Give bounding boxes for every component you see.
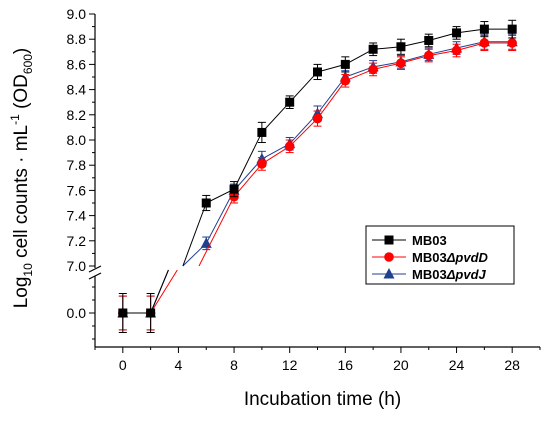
series-line-segment bbox=[345, 48, 374, 65]
y-axis-title: Log10 cell counts · mL-1 (OD600) bbox=[8, 48, 35, 309]
y-tick-label: 7.8 bbox=[67, 157, 87, 173]
legend-label: MB03ΔpvdJ bbox=[412, 267, 487, 282]
series-line-segment bbox=[233, 163, 263, 198]
y-tick-label: 8.8 bbox=[67, 31, 87, 47]
y-title-od-subscript: 600 bbox=[21, 54, 35, 74]
x-tick-label: 20 bbox=[393, 357, 409, 373]
x-tick-label: 0 bbox=[119, 357, 127, 373]
series-line-segment bbox=[289, 71, 318, 103]
data-point bbox=[146, 308, 156, 318]
series-mb03 bbox=[118, 19, 517, 333]
y-tick-label: 0.0 bbox=[67, 305, 87, 321]
x-tick-label: 24 bbox=[449, 357, 465, 373]
x-ticks: 0 4 8 12 16 20 24 28 bbox=[94, 347, 541, 373]
y-title-suffix-open: (OD bbox=[11, 74, 32, 114]
data-point bbox=[340, 75, 351, 86]
series-line-segment bbox=[317, 80, 346, 119]
series-line-segment bbox=[400, 55, 429, 64]
data-point bbox=[479, 38, 490, 48]
series-line-segment bbox=[456, 28, 485, 34]
y-tick-label: 8.4 bbox=[67, 82, 87, 98]
y-title-suffix-close: ) bbox=[11, 48, 32, 54]
series-line-segment bbox=[428, 32, 457, 41]
y-ticks: 7.0 7.2 7.4 7.6 7.8 8.0 8.2 8.4 8.6 8.8 9.0 0.0 bbox=[67, 6, 95, 340]
data-point bbox=[313, 67, 322, 77]
y-tick-label: 7.0 bbox=[67, 258, 87, 274]
series-line-segment bbox=[317, 76, 346, 114]
data-point bbox=[285, 97, 295, 107]
data-point bbox=[368, 44, 378, 54]
series-line-segment bbox=[373, 46, 401, 50]
data-point bbox=[368, 64, 378, 75]
data-point bbox=[284, 141, 295, 152]
x-tick-label: 12 bbox=[282, 357, 298, 373]
legend-marker bbox=[383, 268, 395, 279]
y-title-log-base: 10 bbox=[21, 263, 35, 277]
series-line-segment bbox=[261, 145, 290, 165]
y-tick-label: 7.6 bbox=[67, 182, 87, 198]
x-axis-title: Incubation time (h) bbox=[244, 389, 401, 410]
data-point bbox=[424, 35, 434, 45]
y-tick-label: 8.6 bbox=[67, 56, 87, 72]
series-line-segment bbox=[182, 202, 207, 267]
series-line-segment bbox=[428, 47, 457, 55]
legend-label: MB03ΔpvdD bbox=[412, 250, 489, 265]
y-title-exponent: -1 bbox=[8, 114, 22, 125]
y-title-prefix: Log bbox=[11, 277, 32, 309]
data-point bbox=[257, 159, 267, 169]
x-tick-label: 28 bbox=[504, 357, 520, 373]
series-line-segment bbox=[400, 39, 429, 48]
y-tick-label: 9.0 bbox=[67, 6, 87, 22]
svg-text:Log10 cell counts · mL-1 (OD60: Log10 cell counts · mL-1 (OD600) bbox=[8, 48, 35, 309]
break-slash-lower bbox=[88, 272, 102, 280]
series-line-segment bbox=[317, 63, 346, 73]
x-tick-label: 8 bbox=[230, 357, 238, 373]
data-point bbox=[340, 59, 350, 69]
data-point bbox=[229, 184, 239, 194]
y-tick-label: 8.2 bbox=[67, 107, 87, 123]
y-tick-label: 7.4 bbox=[67, 208, 87, 224]
data-point bbox=[200, 237, 212, 248]
data-point bbox=[257, 127, 267, 137]
legend-marker bbox=[384, 235, 394, 245]
series-line-segment bbox=[150, 269, 178, 314]
series-line-segment bbox=[233, 132, 263, 190]
data-point bbox=[396, 58, 406, 68]
y-tick-label: 8.0 bbox=[67, 132, 87, 148]
data-point bbox=[452, 28, 462, 38]
series-line-segment bbox=[345, 68, 374, 82]
x-tick-label: 4 bbox=[175, 357, 183, 373]
series-line-segment bbox=[198, 196, 235, 267]
data-point bbox=[396, 42, 406, 52]
series-line-segment bbox=[456, 42, 485, 52]
data-point bbox=[118, 308, 128, 318]
y-tick-label: 7.2 bbox=[67, 233, 87, 249]
data-point bbox=[201, 198, 211, 208]
data-point bbox=[479, 24, 489, 34]
series-line-segment bbox=[150, 269, 169, 314]
data-point bbox=[423, 50, 434, 61]
data-point bbox=[507, 38, 517, 48]
break-gap bbox=[89, 268, 101, 276]
x-tick-label: 16 bbox=[338, 357, 354, 373]
data-point bbox=[312, 113, 323, 124]
data-point bbox=[507, 24, 517, 34]
series-line-segment bbox=[289, 118, 318, 147]
y-axis-break-mark bbox=[88, 265, 102, 280]
legend-label: MB03 bbox=[412, 233, 447, 248]
series-line-segment bbox=[206, 188, 235, 204]
y-title-middle: cell counts · mL bbox=[11, 125, 32, 263]
legend: MB03 MB03ΔpvdD MB03ΔpvdJ bbox=[365, 225, 515, 285]
data-point bbox=[451, 45, 462, 56]
series-layer bbox=[117, 19, 518, 333]
series-line-segment bbox=[261, 101, 291, 133]
break-slash-upper bbox=[88, 265, 102, 273]
legend-marker bbox=[384, 252, 394, 262]
series-line-segment bbox=[205, 190, 235, 244]
